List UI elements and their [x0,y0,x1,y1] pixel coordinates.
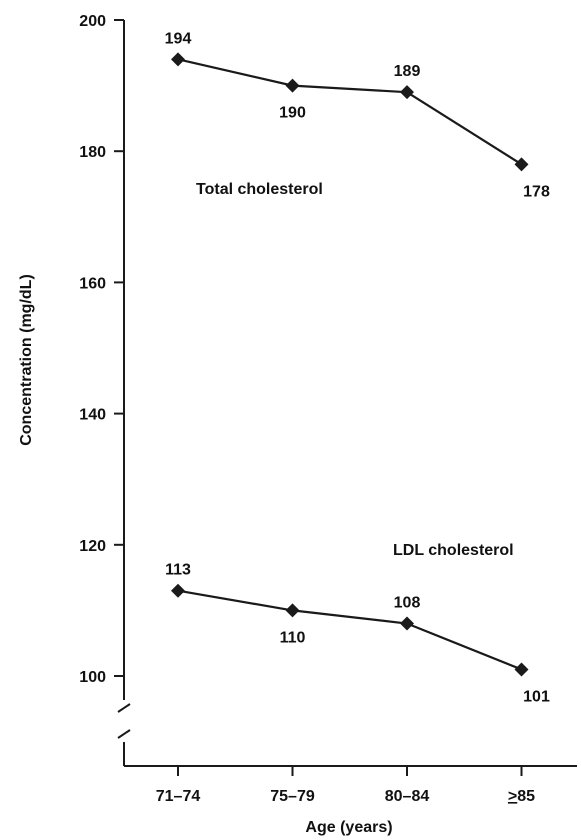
axes [117,20,577,767]
series-line-0 [177,58,523,166]
y-tick-label: 180 [79,144,106,161]
data-label: 189 [394,63,421,80]
data-label: 101 [523,688,550,705]
data-point-marker [285,603,300,618]
y-axis-title: Concentration (mg/dL) [18,274,35,446]
data-point-marker [514,662,529,677]
x-axis-ticks: 71–74 75–79 80–84 >85 [156,766,535,805]
axis-break-mark-bottom [117,729,131,739]
y-tick-label: 140 [79,407,106,424]
x-axis-title: Age (years) [305,819,392,836]
data-point-marker [514,157,529,172]
series-label-total-cholesterol: Total cholesterol [196,181,323,198]
data-label: 190 [279,105,306,122]
x-tick-label: >85 [508,788,535,805]
y-tick-label: 120 [79,538,106,555]
y-axis-ticks: 100 120 140 160 180 200 [79,13,124,686]
y-tick-label: 160 [79,275,106,292]
data-point-marker [400,85,414,100]
ge-value: 85 [517,788,535,805]
data-label: 194 [165,30,192,47]
y-tick-label: 200 [79,13,106,30]
ge-symbol: > [508,788,517,805]
series-label-ldl-cholesterol: LDL cholesterol [393,542,514,559]
series-line-1 [177,589,522,671]
data-point-marker [171,583,185,598]
data-point-marker [171,52,185,67]
y-tick-label: 100 [79,669,106,686]
x-tick-label: 75–79 [270,788,315,805]
x-tick-label: 80–84 [385,788,430,805]
axis-break-mark-top [117,703,131,713]
data-label: 178 [523,183,550,200]
data-label: 113 [165,562,191,579]
data-point-marker [400,616,414,631]
data-label: 110 [280,629,306,646]
data-label: 108 [394,595,421,612]
series-group [171,52,529,677]
data-labels: 194 190 189 178 113 110 108 101 [165,30,550,705]
x-tick-label: 71–74 [156,788,201,805]
data-point-marker [285,78,300,93]
